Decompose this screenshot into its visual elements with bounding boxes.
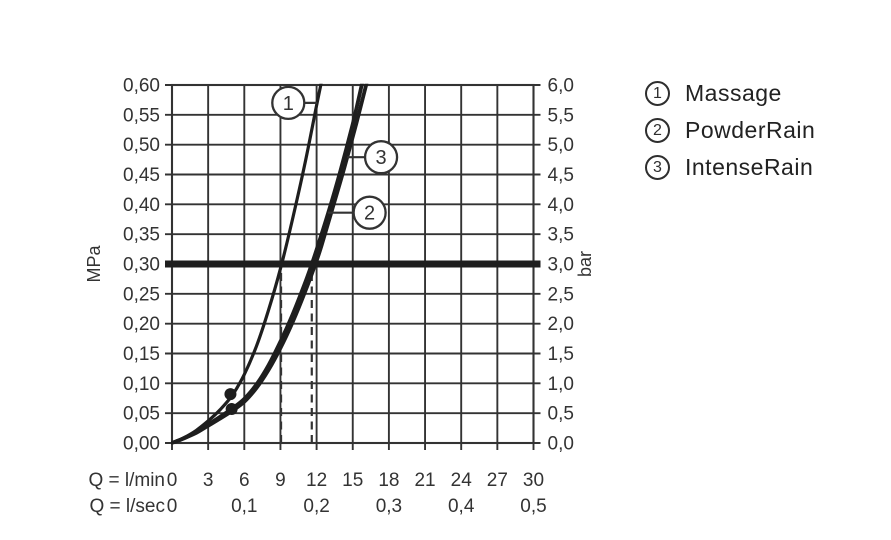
curves-group — [171, 83, 369, 445]
curve-intenserain — [171, 83, 369, 445]
legend-item-powderrain: 2 PowderRain — [645, 112, 815, 149]
x-lsec-tick-label: 0,1 — [231, 496, 257, 517]
y-right-tick-label: 5,5 — [548, 105, 574, 126]
x-lsec-tick-label: 0,5 — [520, 496, 546, 517]
x-lmin-tick-label: 27 — [487, 470, 508, 491]
x-axis-caption-lmin: Q = l/min — [88, 470, 165, 491]
circled-number-3-icon: 3 — [645, 155, 670, 180]
data-point-marker — [224, 388, 237, 401]
y-left-tick-label: 0,15 — [123, 344, 160, 365]
y-left-tick-label: 0,35 — [123, 225, 160, 246]
legend-item-intenserain: 3 IntenseRain — [645, 149, 815, 186]
y-right-tick-label: 2,0 — [548, 314, 574, 335]
x-lmin-tick-label: 15 — [342, 470, 363, 491]
y-right-tick-label: 1,5 — [548, 344, 574, 365]
callout-circle-3 — [363, 140, 399, 175]
y-left-tick-label: 0,05 — [123, 404, 160, 425]
chart-legend: 1 Massage 2 PowderRain 3 IntenseRain — [645, 75, 815, 186]
y-right-tick-label: 5,0 — [548, 135, 574, 156]
y-right-tick-label: 2,5 — [548, 284, 574, 305]
y-left-tick-label: 0,45 — [123, 165, 160, 186]
y-right-tick-label: 3,0 — [548, 255, 574, 276]
x-axis-caption-lsec: Q = l/sec — [90, 496, 166, 517]
y-left-tick-label: 0,25 — [123, 284, 160, 305]
legend-label-intenserain: IntenseRain — [685, 154, 814, 180]
y-right-tick-label: 4,0 — [548, 195, 574, 216]
x-lsec-tick-label: 0,2 — [303, 496, 329, 517]
callout-number-2: 2 — [364, 203, 375, 225]
y-right-unit-label: bar — [575, 251, 595, 277]
legend-item-massage: 1 Massage — [645, 75, 815, 112]
y-left-tick-label: 0,40 — [123, 195, 160, 216]
circled-number-1-icon: 1 — [645, 81, 670, 106]
legend-label-powderrain: PowderRain — [685, 117, 816, 143]
circled-number-2-icon: 2 — [645, 118, 670, 143]
y-right-tick-label: 1,0 — [548, 374, 574, 395]
callout-number-1: 1 — [283, 93, 294, 115]
x-lsec-tick-label: 0,3 — [376, 496, 402, 517]
y-left-unit-label: MPa — [84, 245, 104, 283]
x-lmin-tick-label: 6 — [239, 470, 250, 491]
y-left-tick-label: 0,10 — [123, 374, 160, 395]
y-right-tick-label: 0,0 — [548, 434, 574, 455]
x-lsec-tick-label: 0 — [167, 496, 178, 517]
x-lmin-tick-label: 21 — [414, 470, 435, 491]
x-lmin-tick-label: 24 — [451, 470, 473, 491]
x-lmin-tick-label: 30 — [523, 470, 544, 491]
y-right-tick-label: 3,5 — [548, 225, 574, 246]
x-lmin-tick-label: 9 — [275, 470, 286, 491]
x-lmin-tick-label: 0 — [167, 470, 178, 491]
x-lmin-tick-label: 18 — [378, 470, 399, 491]
x-lmin-tick-label: 12 — [306, 470, 327, 491]
y-right-tick-label: 6,0 — [548, 76, 574, 97]
y-left-tick-label: 0,30 — [123, 255, 160, 276]
data-point-marker — [225, 402, 238, 415]
legend-label-massage: Massage — [685, 80, 782, 106]
x-lsec-tick-label: 0,4 — [448, 496, 475, 517]
y-left-tick-label: 0,55 — [123, 105, 160, 126]
y-left-tick-label: 0,50 — [123, 135, 160, 156]
callout-number-3: 3 — [376, 147, 387, 169]
x-lmin-tick-label: 3 — [203, 470, 214, 491]
y-left-tick-label: 0,60 — [123, 76, 160, 97]
callout-circle-1 — [271, 85, 306, 121]
callout-circle-2 — [352, 195, 387, 230]
y-left-tick-label: 0,00 — [123, 434, 160, 455]
y-right-tick-label: 4,5 — [548, 165, 574, 186]
y-left-tick-label: 0,20 — [123, 314, 160, 335]
y-right-tick-label: 0,5 — [548, 404, 574, 425]
